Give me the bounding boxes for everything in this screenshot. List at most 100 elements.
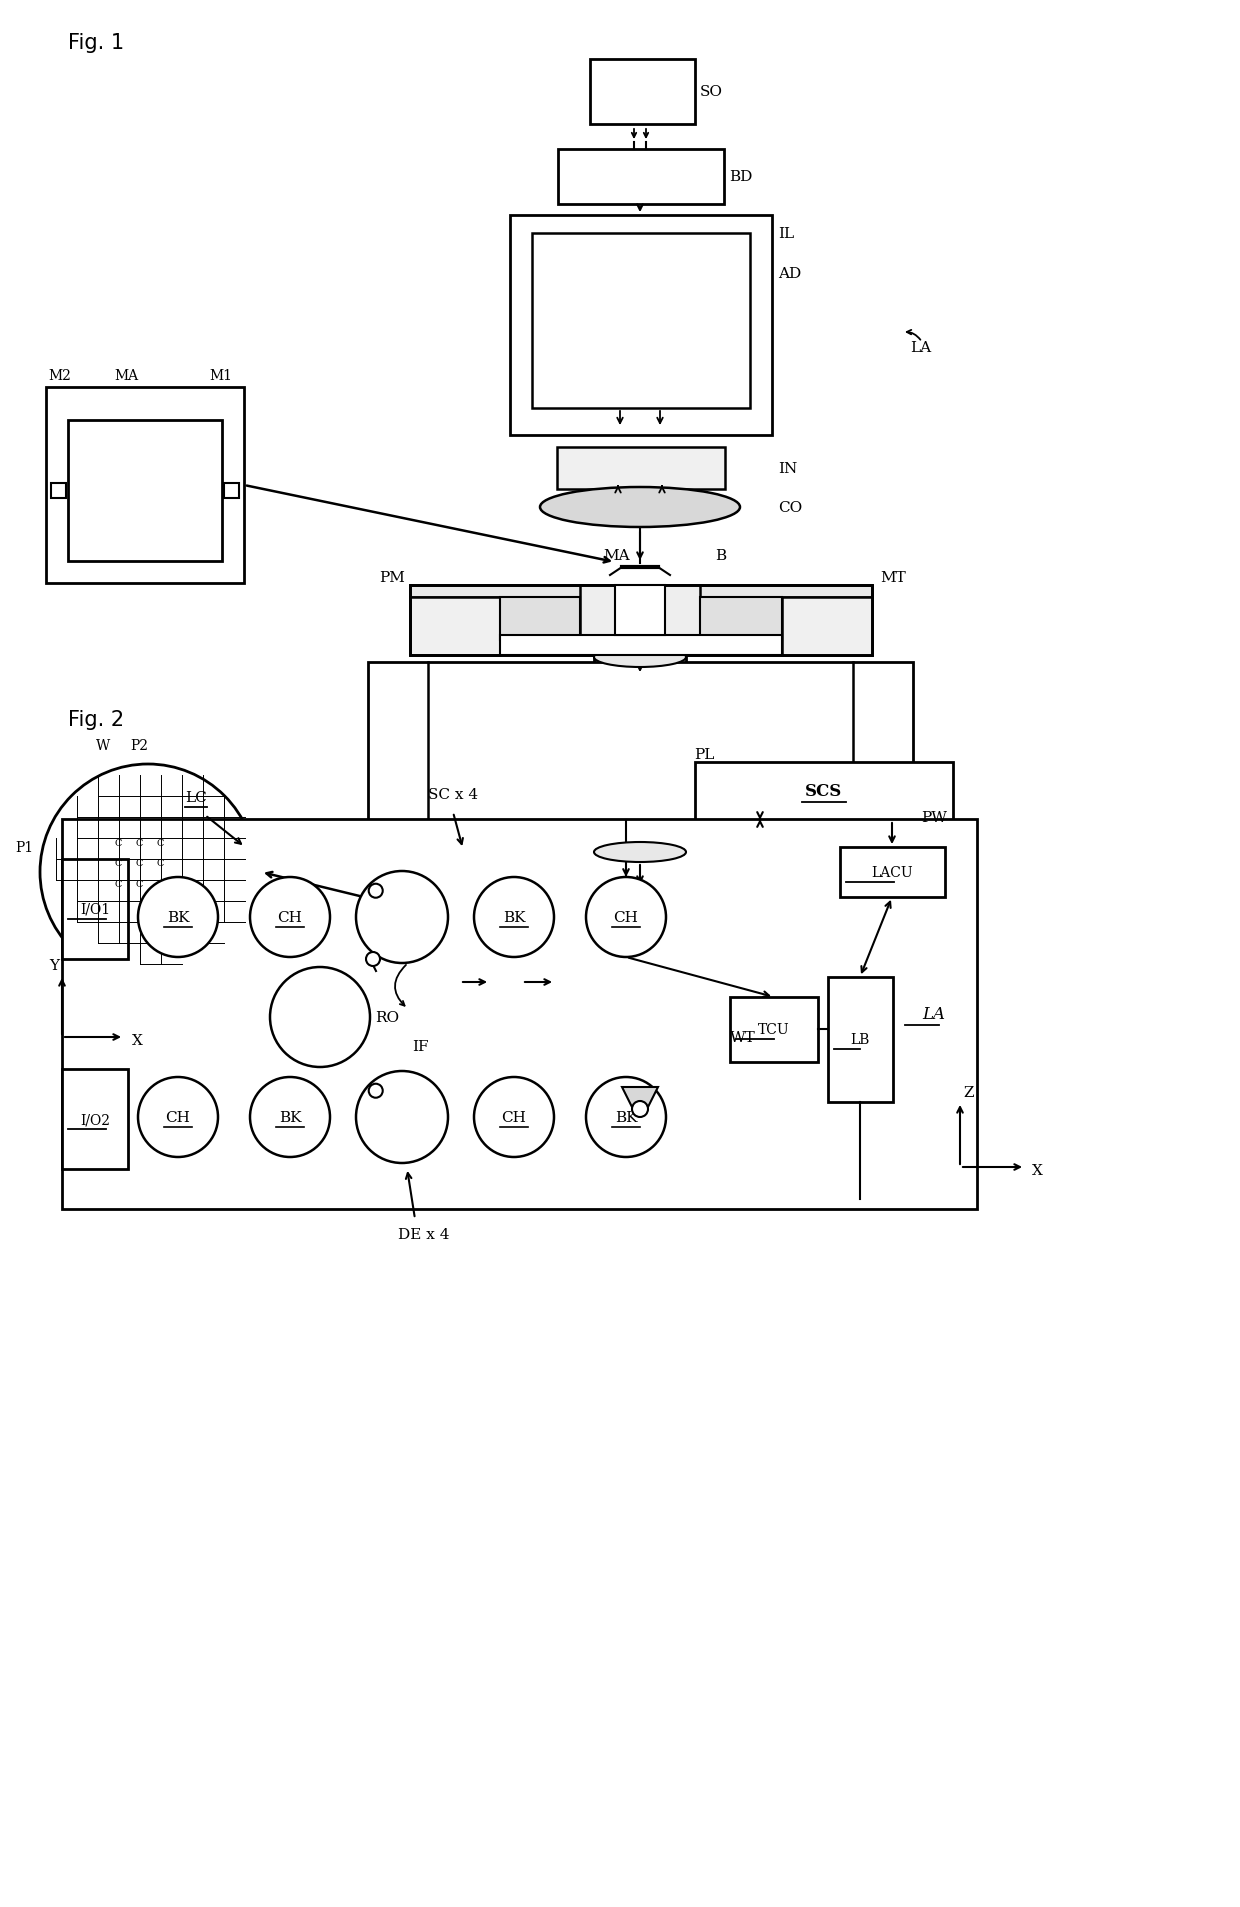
Text: Y: Y <box>50 959 60 973</box>
Text: P2: P2 <box>130 738 148 753</box>
Bar <box>839 847 945 898</box>
Text: CH: CH <box>614 910 639 925</box>
Text: DE x 4: DE x 4 <box>398 1228 449 1241</box>
Text: PM: PM <box>379 570 405 585</box>
Bar <box>557 448 725 490</box>
Circle shape <box>474 1077 554 1158</box>
Text: LA: LA <box>910 341 931 355</box>
Text: CH: CH <box>501 1110 527 1125</box>
Text: M2: M2 <box>48 368 71 383</box>
Circle shape <box>366 952 379 967</box>
Text: PW: PW <box>921 810 947 824</box>
Bar <box>580 585 701 641</box>
Circle shape <box>587 1077 666 1158</box>
Bar <box>590 59 694 126</box>
Circle shape <box>40 765 255 980</box>
Bar <box>410 585 872 597</box>
Bar <box>490 971 522 992</box>
Text: LC: LC <box>185 791 207 805</box>
Circle shape <box>356 1072 448 1163</box>
Text: WT: WT <box>730 1030 755 1045</box>
Text: LACU: LACU <box>872 866 913 879</box>
Bar <box>782 597 872 656</box>
Circle shape <box>138 1077 218 1158</box>
Text: MA: MA <box>114 368 138 383</box>
Bar <box>51 484 66 500</box>
Circle shape <box>138 877 218 957</box>
Bar <box>828 978 893 1102</box>
Circle shape <box>270 967 370 1068</box>
Text: I/O1: I/O1 <box>79 902 110 917</box>
Text: C: C <box>114 837 122 847</box>
Bar <box>95 887 107 898</box>
Text: TCU: TCU <box>758 1022 790 1037</box>
Ellipse shape <box>594 648 686 667</box>
Bar <box>410 585 872 656</box>
Text: IL: IL <box>777 227 794 240</box>
Text: C: C <box>135 837 143 847</box>
Polygon shape <box>500 597 580 641</box>
Circle shape <box>587 877 666 957</box>
Bar <box>410 597 500 656</box>
Bar <box>642 1022 658 1032</box>
Text: PL: PL <box>694 748 714 761</box>
Text: BK: BK <box>279 1110 301 1125</box>
Circle shape <box>368 885 383 898</box>
Bar <box>615 585 665 635</box>
Bar <box>62 820 977 1209</box>
Bar <box>62 860 128 959</box>
Text: W: W <box>415 900 430 915</box>
Bar <box>368 662 913 973</box>
Bar <box>565 1018 715 1058</box>
Text: C: C <box>156 858 164 868</box>
Bar <box>532 235 750 408</box>
Text: SCS: SCS <box>805 784 843 801</box>
Text: IN: IN <box>777 461 797 475</box>
Bar <box>594 658 686 852</box>
Text: SO: SO <box>701 86 723 99</box>
Text: Z: Z <box>963 1085 973 1100</box>
Text: C: C <box>114 858 122 868</box>
Text: C: C <box>135 879 143 889</box>
Bar <box>62 1070 128 1169</box>
Bar <box>329 1022 954 1058</box>
Bar <box>46 387 244 584</box>
Bar <box>68 421 222 563</box>
Text: LB: LB <box>851 1032 869 1047</box>
Circle shape <box>474 877 554 957</box>
Text: RO: RO <box>374 1011 399 1024</box>
Text: C: C <box>156 837 164 847</box>
Bar <box>500 635 782 656</box>
Polygon shape <box>701 597 782 641</box>
Bar <box>694 763 954 820</box>
Bar <box>368 978 913 1007</box>
Bar <box>170 887 181 898</box>
Text: BK: BK <box>615 1110 637 1125</box>
Text: B: B <box>715 549 727 563</box>
Circle shape <box>356 871 448 963</box>
Text: Fig. 2: Fig. 2 <box>68 709 124 730</box>
Text: Fig. 1: Fig. 1 <box>68 32 124 53</box>
Ellipse shape <box>539 488 740 528</box>
Ellipse shape <box>594 843 686 862</box>
Text: LA: LA <box>923 1007 945 1022</box>
Text: MT: MT <box>880 570 905 585</box>
Bar <box>672 1022 688 1032</box>
Text: C: C <box>114 879 122 889</box>
Text: MA: MA <box>604 549 630 563</box>
Circle shape <box>250 1077 330 1158</box>
Text: IF: IF <box>412 1039 429 1053</box>
Polygon shape <box>622 1087 658 1108</box>
Bar <box>410 585 872 656</box>
Text: X: X <box>1032 1163 1043 1177</box>
Bar <box>613 1022 627 1032</box>
Bar <box>224 484 239 500</box>
Text: C: C <box>135 858 143 868</box>
Text: SC x 4: SC x 4 <box>428 788 479 801</box>
Circle shape <box>368 1085 383 1098</box>
Bar <box>510 215 773 437</box>
Text: AD: AD <box>777 267 801 280</box>
Text: X: X <box>131 1034 143 1047</box>
Circle shape <box>250 877 330 957</box>
Text: BK: BK <box>166 910 190 925</box>
